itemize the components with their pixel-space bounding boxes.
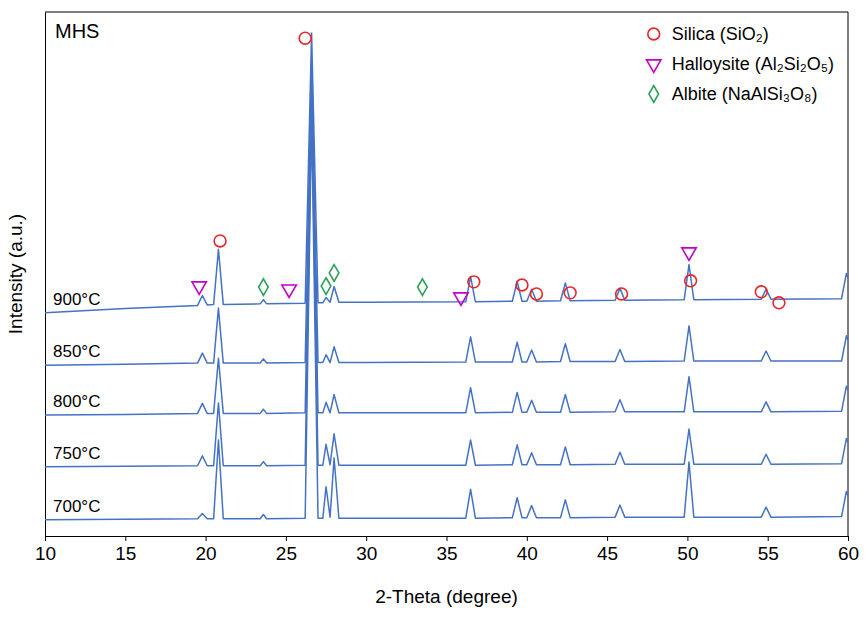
- x-tick: 25: [276, 536, 297, 564]
- y-axis: [45, 13, 46, 537]
- phase-marker: [616, 288, 628, 300]
- x-tick: 30: [356, 536, 377, 564]
- x-tick: 40: [517, 536, 538, 564]
- x-tick-label: 20: [196, 543, 217, 564]
- series-label: 900°C: [53, 290, 100, 309]
- x-tick-label: 40: [517, 543, 538, 564]
- legend-label: Silica (SiO₂): [672, 24, 769, 44]
- legend-item: Albite (NaAlSi₃O₈): [649, 84, 818, 104]
- phase-marker: [299, 32, 311, 44]
- x-tick-mark: [286, 536, 287, 541]
- legend-item: Halloysite (Al₂Si₂O₅): [647, 54, 834, 74]
- x-tick-mark: [125, 536, 126, 541]
- x-tick-mark: [447, 536, 448, 541]
- phase-marker: [564, 287, 576, 299]
- xrd-line: [45, 101, 848, 467]
- legend-symbol: [648, 28, 660, 40]
- series-label: 700°C: [53, 497, 100, 516]
- x-tick-label: 35: [436, 543, 457, 564]
- x-tick-mark: [527, 536, 528, 541]
- phase-marker: [282, 285, 296, 297]
- phase-marker: [531, 288, 543, 300]
- phase-marker: [259, 279, 269, 296]
- xrd-line: [45, 64, 848, 365]
- legend-label: Halloysite (Al₂Si₂O₅): [672, 54, 834, 74]
- legend-item: Silica (SiO₂): [648, 24, 769, 44]
- x-tick-label: 15: [115, 543, 136, 564]
- x-tick-label: 60: [838, 543, 859, 564]
- xrd-line: [45, 117, 848, 520]
- x-tick-mark: [848, 536, 849, 541]
- frame-top: [45, 12, 848, 13]
- legend-symbol: [649, 86, 659, 103]
- xrd-line: [45, 33, 848, 313]
- x-tick-label: 10: [35, 543, 56, 564]
- x-tick-mark: [687, 536, 688, 541]
- x-tick: 35: [436, 536, 457, 564]
- legend-label: Albite (NaAlSi₃O₈): [672, 84, 818, 104]
- frame-right: [848, 12, 849, 536]
- phase-marker: [682, 248, 696, 260]
- xrd-line: [45, 85, 848, 415]
- x-tick-mark: [366, 536, 367, 541]
- chart-svg: 10 15 20 25 30 35 40 45 50 55 60 900°C 850°C 800°C 750…: [0, 0, 866, 623]
- chart-title: MHS: [55, 20, 99, 42]
- chart-container: 10 15 20 25 30 35 40 45 50 55 60 900°C 850°C 800°C 750…: [0, 0, 866, 623]
- x-tick-label: 50: [677, 543, 698, 564]
- series-label: 800°C: [53, 392, 100, 411]
- phase-marker: [468, 276, 480, 288]
- y-axis-line: [45, 13, 46, 537]
- x-tick-mark: [768, 536, 769, 541]
- x-axis-title: 2-Theta (degree): [375, 586, 518, 607]
- x-tick: 15: [115, 536, 136, 564]
- x-tick-mark: [206, 536, 207, 541]
- x-tick-mark: [45, 536, 46, 541]
- x-tick: 20: [196, 536, 217, 564]
- phase-marker: [192, 282, 206, 294]
- x-tick-label: 25: [276, 543, 297, 564]
- phase-marker: [516, 279, 528, 291]
- series-labels: 900°C 850°C 800°C 750°C 700°C: [53, 290, 100, 516]
- phase-marker: [773, 297, 785, 309]
- y-axis-title: Intensity (a.u.): [5, 214, 26, 334]
- phase-marker: [454, 293, 468, 305]
- phase-marker: [214, 235, 226, 247]
- phase-marker: [685, 275, 697, 287]
- x-tick: 10: [35, 536, 56, 564]
- x-axis: 10 15 20 25 30 35 40 45 50 55 60: [35, 536, 859, 564]
- x-tick: 60: [838, 536, 859, 564]
- plot-area: [45, 32, 848, 519]
- x-tick-mark: [607, 536, 608, 541]
- phase-marker: [418, 279, 428, 296]
- x-tick: 55: [758, 536, 779, 564]
- x-tick-label: 45: [597, 543, 618, 564]
- x-tick-label: 55: [758, 543, 779, 564]
- series-label: 850°C: [53, 342, 100, 361]
- x-tick-label: 30: [356, 543, 377, 564]
- phase-marker: [329, 265, 339, 282]
- legend-symbol: [647, 60, 661, 72]
- x-tick: 45: [597, 536, 618, 564]
- x-tick: 50: [677, 536, 698, 564]
- phase-marker: [755, 286, 767, 298]
- legend: Silica (SiO₂) Halloysite (Al₂Si₂O₅) Albite…: [647, 24, 834, 104]
- phase-marker: [321, 278, 331, 295]
- series-label: 750°C: [53, 444, 100, 463]
